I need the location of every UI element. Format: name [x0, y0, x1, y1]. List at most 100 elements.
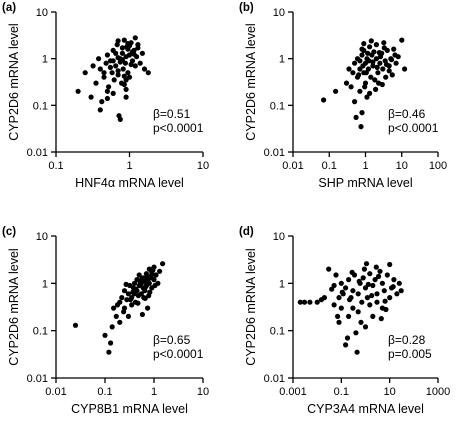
data-point: [135, 300, 141, 306]
y-tick-label: 10: [273, 231, 285, 243]
data-point: [115, 68, 121, 74]
data-point: [97, 66, 103, 72]
data-point: [379, 280, 385, 286]
data-point: [366, 58, 372, 64]
stat-annotation: p<0.0001: [153, 121, 204, 135]
panel-label: (b): [239, 2, 254, 14]
data-point: [119, 57, 125, 63]
y-tick-label: 0.1: [270, 100, 285, 112]
data-point: [321, 295, 327, 301]
data-point: [355, 291, 361, 297]
data-point: [343, 285, 349, 291]
data-point: [139, 50, 145, 56]
y-tick-label: 0.01: [27, 373, 48, 385]
data-point: [398, 288, 404, 294]
data-point: [125, 41, 131, 47]
data-point: [141, 66, 148, 72]
data-point: [109, 70, 115, 76]
data-point: [381, 45, 387, 51]
data-point: [350, 288, 356, 294]
data-point: [356, 278, 362, 284]
data-point: [102, 332, 108, 338]
stat-annotation: β=0.28: [388, 333, 426, 347]
data-point: [367, 271, 373, 277]
data-point: [101, 74, 107, 80]
data-point: [110, 58, 116, 64]
stat-annotation: p<0.0001: [153, 347, 204, 361]
data-point: [353, 114, 359, 120]
data-point: [331, 282, 337, 289]
y-axis-label: CYP2D6 mRNA level: [244, 23, 258, 140]
y-tick-label: 0.01: [27, 147, 48, 159]
data-point: [377, 54, 384, 60]
data-point: [143, 284, 149, 290]
data-point: [374, 299, 380, 305]
data-point: [125, 70, 131, 76]
data-point: [378, 316, 384, 322]
data-point: [72, 322, 79, 328]
data-point: [104, 95, 110, 102]
y-tick-label: 1: [279, 54, 285, 66]
panel-label: (c): [2, 226, 16, 238]
data-point: [335, 313, 341, 319]
data-point: [360, 63, 366, 69]
data-point: [96, 56, 102, 62]
data-point: [367, 302, 373, 308]
data-point: [383, 306, 389, 313]
y-tick-label: 10: [273, 7, 285, 19]
data-point: [110, 90, 116, 96]
data-point: [117, 319, 123, 325]
data-point: [388, 57, 395, 63]
data-point: [111, 305, 117, 311]
data-point: [108, 340, 114, 346]
y-tick-label: 0.1: [33, 100, 48, 112]
data-point: [359, 52, 365, 58]
data-point: [364, 295, 370, 301]
data-point: [359, 46, 365, 52]
data-point: [367, 90, 373, 96]
data-point: [390, 284, 396, 290]
data-point: [368, 74, 374, 80]
data-point: [131, 51, 137, 57]
data-point: [115, 38, 121, 44]
data-point: [352, 60, 358, 66]
data-point: [370, 313, 376, 319]
data-point: [139, 276, 145, 282]
x-axis-label: SHP mRNA level: [318, 176, 412, 190]
data-point: [389, 72, 395, 78]
y-tick-label: 0.1: [33, 326, 48, 338]
data-point: [362, 324, 369, 330]
data-point: [379, 81, 385, 88]
data-point: [123, 54, 129, 60]
data-point: [99, 99, 105, 105]
x-axis-label: CYP3A4 mRNA level: [307, 402, 424, 416]
data-point: [376, 50, 382, 56]
data-point: [148, 273, 154, 279]
data-point: [362, 84, 368, 90]
data-point: [121, 288, 128, 294]
data-point: [157, 268, 163, 274]
data-point: [117, 116, 123, 122]
x-tick-label: 1: [362, 160, 368, 172]
data-point: [150, 267, 156, 273]
data-point: [360, 275, 366, 281]
data-point: [377, 268, 383, 274]
x-tick-label: 0.01: [282, 160, 303, 172]
data-point: [90, 63, 96, 69]
data-point: [144, 273, 150, 279]
x-tick-label: 0.01: [45, 386, 66, 398]
data-point: [352, 99, 358, 105]
data-point: [113, 63, 119, 69]
x-tick-label: 10: [396, 160, 408, 172]
data-point: [152, 282, 158, 289]
data-point: [297, 299, 303, 305]
data-point: [374, 64, 380, 70]
data-point: [393, 60, 399, 66]
data-point: [128, 61, 134, 68]
data-point: [383, 74, 389, 80]
data-point: [146, 280, 152, 286]
y-tick-label: 1: [42, 54, 48, 66]
data-point: [336, 319, 342, 325]
data-point: [101, 70, 107, 76]
